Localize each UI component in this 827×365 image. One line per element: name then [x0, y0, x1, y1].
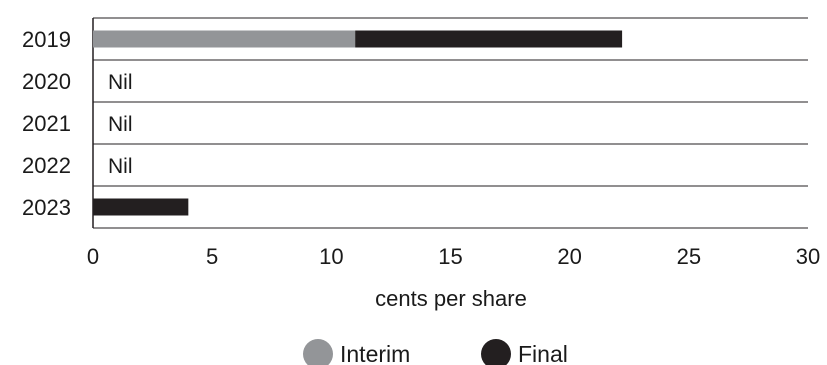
category-label-2021: 2021	[22, 111, 71, 136]
legend-swatch-interim	[303, 339, 333, 365]
annotation-2020: Nil	[108, 71, 133, 94]
x-tick-label: 10	[319, 244, 343, 269]
x-axis-ticks: 0 5 10 15 20 25 30	[87, 244, 820, 269]
grid-lines	[92, 17, 808, 229]
legend-label-interim: Interim	[340, 341, 410, 365]
annotation-2021: Nil	[108, 113, 133, 136]
x-tick-label: 30	[796, 244, 820, 269]
annotation-2022: Nil	[108, 155, 133, 178]
x-tick-label: 0	[87, 244, 99, 269]
legend: Interim Final	[303, 339, 568, 365]
bar-final-2023	[93, 198, 189, 216]
bar-final-2019	[355, 30, 623, 48]
x-tick-label: 5	[206, 244, 218, 269]
category-label-2022: 2022	[22, 153, 71, 178]
x-tick-label: 15	[438, 244, 462, 269]
category-label-2020: 2020	[22, 69, 71, 94]
bars	[93, 30, 623, 216]
legend-label-final: Final	[518, 341, 568, 365]
category-labels: 2019 2020 2021 2022 2023	[22, 27, 71, 220]
category-label-2019: 2019	[22, 27, 71, 52]
legend-swatch-final	[481, 339, 511, 365]
category-label-2023: 2023	[22, 195, 71, 220]
x-axis-title: cents per share	[375, 286, 527, 311]
x-tick-label: 20	[557, 244, 581, 269]
x-tick-label: 25	[677, 244, 701, 269]
bar-annotations: Nil Nil Nil	[108, 71, 133, 178]
bar-interim-2019	[93, 30, 356, 48]
